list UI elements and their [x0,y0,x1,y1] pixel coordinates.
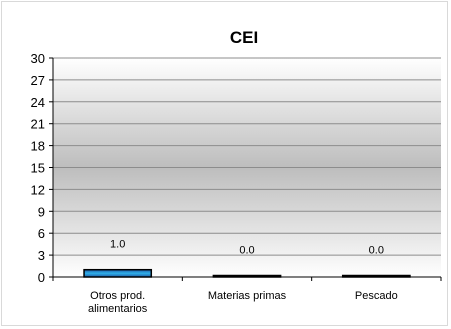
x-tick-label: Materias primas [208,290,287,302]
y-axis-ticks: 0 3 6 9 12 15 18 21 24 27 30 [31,51,53,285]
bar [341,274,411,278]
x-tick-label: alimentarios [88,303,148,315]
y-tick-label: 3 [38,248,45,263]
y-tick-label: 21 [31,117,45,132]
bars [83,268,411,278]
y-tick-label: 18 [31,139,45,154]
data-label: 1.0 [110,239,125,251]
data-label: 0.0 [369,245,384,257]
y-tick-label: 0 [38,270,45,285]
y-tick-label: 30 [31,51,45,66]
y-tick-label: 24 [31,95,45,110]
gridlines [53,57,441,256]
data-label: 0.0 [239,245,254,257]
y-tick-label: 27 [31,73,45,88]
bar [83,268,153,278]
y-tick-label: 9 [38,204,45,219]
bar [212,274,282,278]
data-labels: 1.0 0.0 0.0 [110,239,384,257]
x-tick-label: Otros prod. [90,290,145,302]
y-tick-label: 6 [38,226,45,241]
category-labels: Otros prod.alimentarios Materias primas Pe… [88,290,398,315]
x-tick-label: Pescado [355,290,398,302]
chart-title: CEI [230,28,258,47]
y-tick-label: 15 [31,161,45,176]
y-tick-label: 12 [31,182,45,197]
